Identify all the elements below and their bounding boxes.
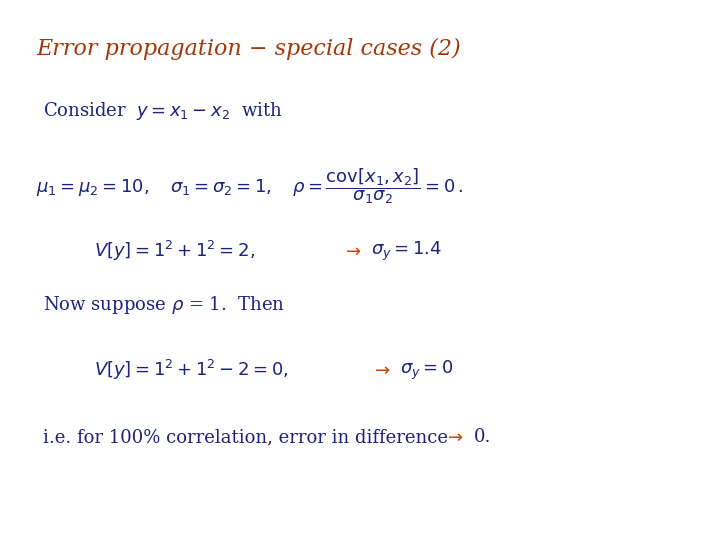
Text: $V[y] = 1^2 + 1^2 - 2 = 0,$: $V[y] = 1^2 + 1^2 - 2 = 0,$ [94, 358, 288, 382]
Text: $\mu_1 = \mu_2 = 10, \quad \sigma_1 = \sigma_2 = 1, \quad \rho = \dfrac{\mathrm{: $\mu_1 = \mu_2 = 10, \quad \sigma_1 = \s… [36, 166, 464, 206]
Text: 0.: 0. [474, 428, 491, 447]
Text: $\rightarrow$: $\rightarrow$ [371, 361, 390, 379]
Text: $\sigma_y = 1.4$: $\sigma_y = 1.4$ [371, 240, 442, 262]
Text: $V[y] = 1^2 + 1^2 = 2,$: $V[y] = 1^2 + 1^2 = 2,$ [94, 239, 255, 263]
Text: $\rightarrow$: $\rightarrow$ [444, 428, 464, 447]
Text: Consider  $y = x_1 - x_2$  with: Consider $y = x_1 - x_2$ with [43, 100, 283, 122]
Text: $\rightarrow$: $\rightarrow$ [342, 242, 361, 260]
Text: Now suppose $\rho$ = 1.  Then: Now suppose $\rho$ = 1. Then [43, 294, 285, 316]
Text: i.e. for 100% correlation, error in difference: i.e. for 100% correlation, error in diff… [43, 428, 454, 447]
Text: $\sigma_y = 0$: $\sigma_y = 0$ [400, 359, 453, 381]
Text: Error propagation − special cases (2): Error propagation − special cases (2) [36, 38, 461, 60]
